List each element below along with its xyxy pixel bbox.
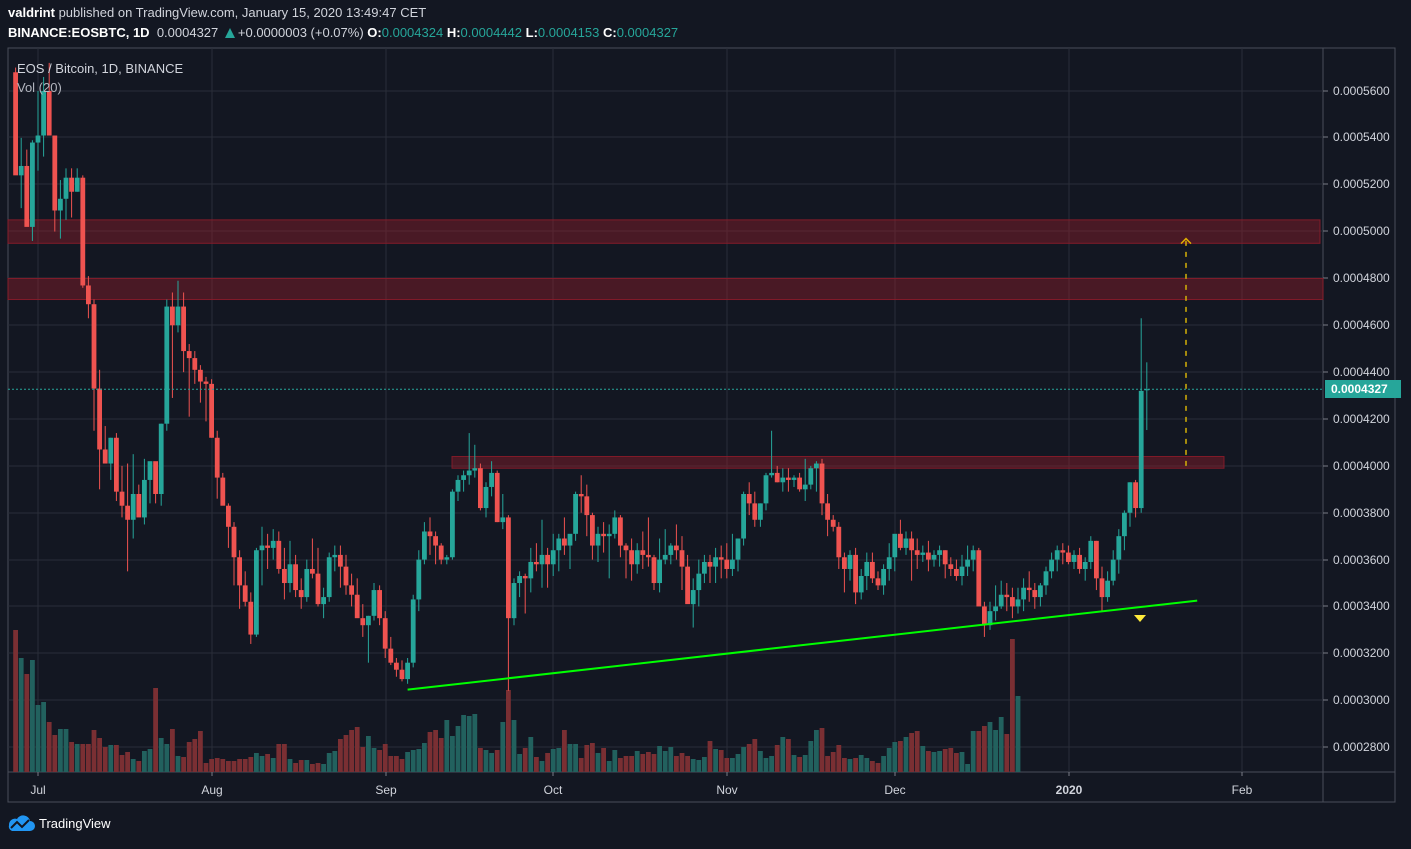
time-tick-label: Aug <box>201 783 222 797</box>
time-tick-label: Oct <box>544 783 563 797</box>
volume-histogram <box>13 630 1021 772</box>
resistance-zones <box>7 219 1324 469</box>
high-label: H: <box>446 25 461 40</box>
axis-corner <box>1322 771 1396 803</box>
author-name[interactable]: valdrint <box>8 5 55 20</box>
price-tick-label: 0.0005400 <box>1333 130 1390 144</box>
price-tick-label: 0.0003000 <box>1333 693 1390 707</box>
current-price: 0.0004327 <box>156 25 219 40</box>
time-tick-label: Nov <box>716 783 737 797</box>
candles <box>13 62 1150 691</box>
price-axis[interactable] <box>1322 47 1396 773</box>
volume-indicator-title[interactable]: Vol (20) <box>17 80 62 95</box>
price-tick-label: 0.0003600 <box>1333 553 1390 567</box>
price-tick-label: 0.0004600 <box>1333 318 1390 332</box>
plot-area[interactable] <box>7 47 1324 773</box>
close-value: 0.0004327 <box>616 25 679 40</box>
price-tick-label: 0.0003400 <box>1333 599 1390 613</box>
symbol-quote-bar: BINANCE:EOSBTC, 1D 0.0004327 +0.0000003 … <box>8 25 678 40</box>
support-trendline[interactable] <box>407 599 1198 691</box>
symbol-label: BINANCE:EOSBTC, 1D <box>8 25 150 40</box>
price-tick-label: 0.0004800 <box>1333 271 1390 285</box>
price-change: +0.0000003 (+0.07%) <box>237 25 364 40</box>
close-label: C: <box>602 25 617 40</box>
open-label: O: <box>367 25 382 40</box>
last-price-label: 0.0004327 <box>1325 380 1401 398</box>
open-value: 0.0004324 <box>381 25 444 40</box>
price-tick-label: 0.0005600 <box>1333 84 1390 98</box>
logo-text: TradingView <box>39 815 111 831</box>
tradingview-logo[interactable]: TradingView <box>7 814 111 832</box>
time-axis[interactable] <box>7 771 1324 803</box>
price-tick-label: 0.0004200 <box>1333 412 1390 426</box>
publication-header: valdrint published on TradingView.com, J… <box>8 5 426 20</box>
resistance-zone[interactable] <box>7 277 1324 301</box>
low-value: 0.0004153 <box>537 25 600 40</box>
price-tick-label: 0.0005000 <box>1333 224 1390 238</box>
time-tick-label: Feb <box>1232 783 1253 797</box>
low-label: L: <box>525 25 538 40</box>
resistance-zone[interactable] <box>7 219 1321 244</box>
down-marker-icon <box>1134 615 1146 622</box>
price-tick-label: 0.0004400 <box>1333 365 1390 379</box>
published-text: published on TradingView.com, January 15… <box>54 5 427 20</box>
price-tick-label: 0.0003200 <box>1333 646 1390 660</box>
time-tick-label: Dec <box>884 783 905 797</box>
time-tick-label: Jul <box>30 783 45 797</box>
price-tick-label: 0.0002800 <box>1333 740 1390 754</box>
price-tick-label: 0.0004000 <box>1333 459 1390 473</box>
time-tick-label: Sep <box>375 783 397 797</box>
tradingview-cloud-icon <box>8 815 35 831</box>
time-tick-label: 2020 <box>1056 783 1083 797</box>
projection-arrowhead-icon <box>1180 237 1192 245</box>
price-tick-label: 0.0005200 <box>1333 177 1390 191</box>
chart-legend: EOS / Bitcoin, 1D, BINANCE Vol (20) <box>17 59 183 97</box>
high-value: 0.0004442 <box>460 25 522 40</box>
up-arrow-icon <box>224 28 235 38</box>
series-title[interactable]: EOS / Bitcoin, 1D, BINANCE <box>17 61 184 76</box>
price-tick-label: 0.0003800 <box>1333 506 1390 520</box>
resistance-zone[interactable] <box>451 456 1225 469</box>
